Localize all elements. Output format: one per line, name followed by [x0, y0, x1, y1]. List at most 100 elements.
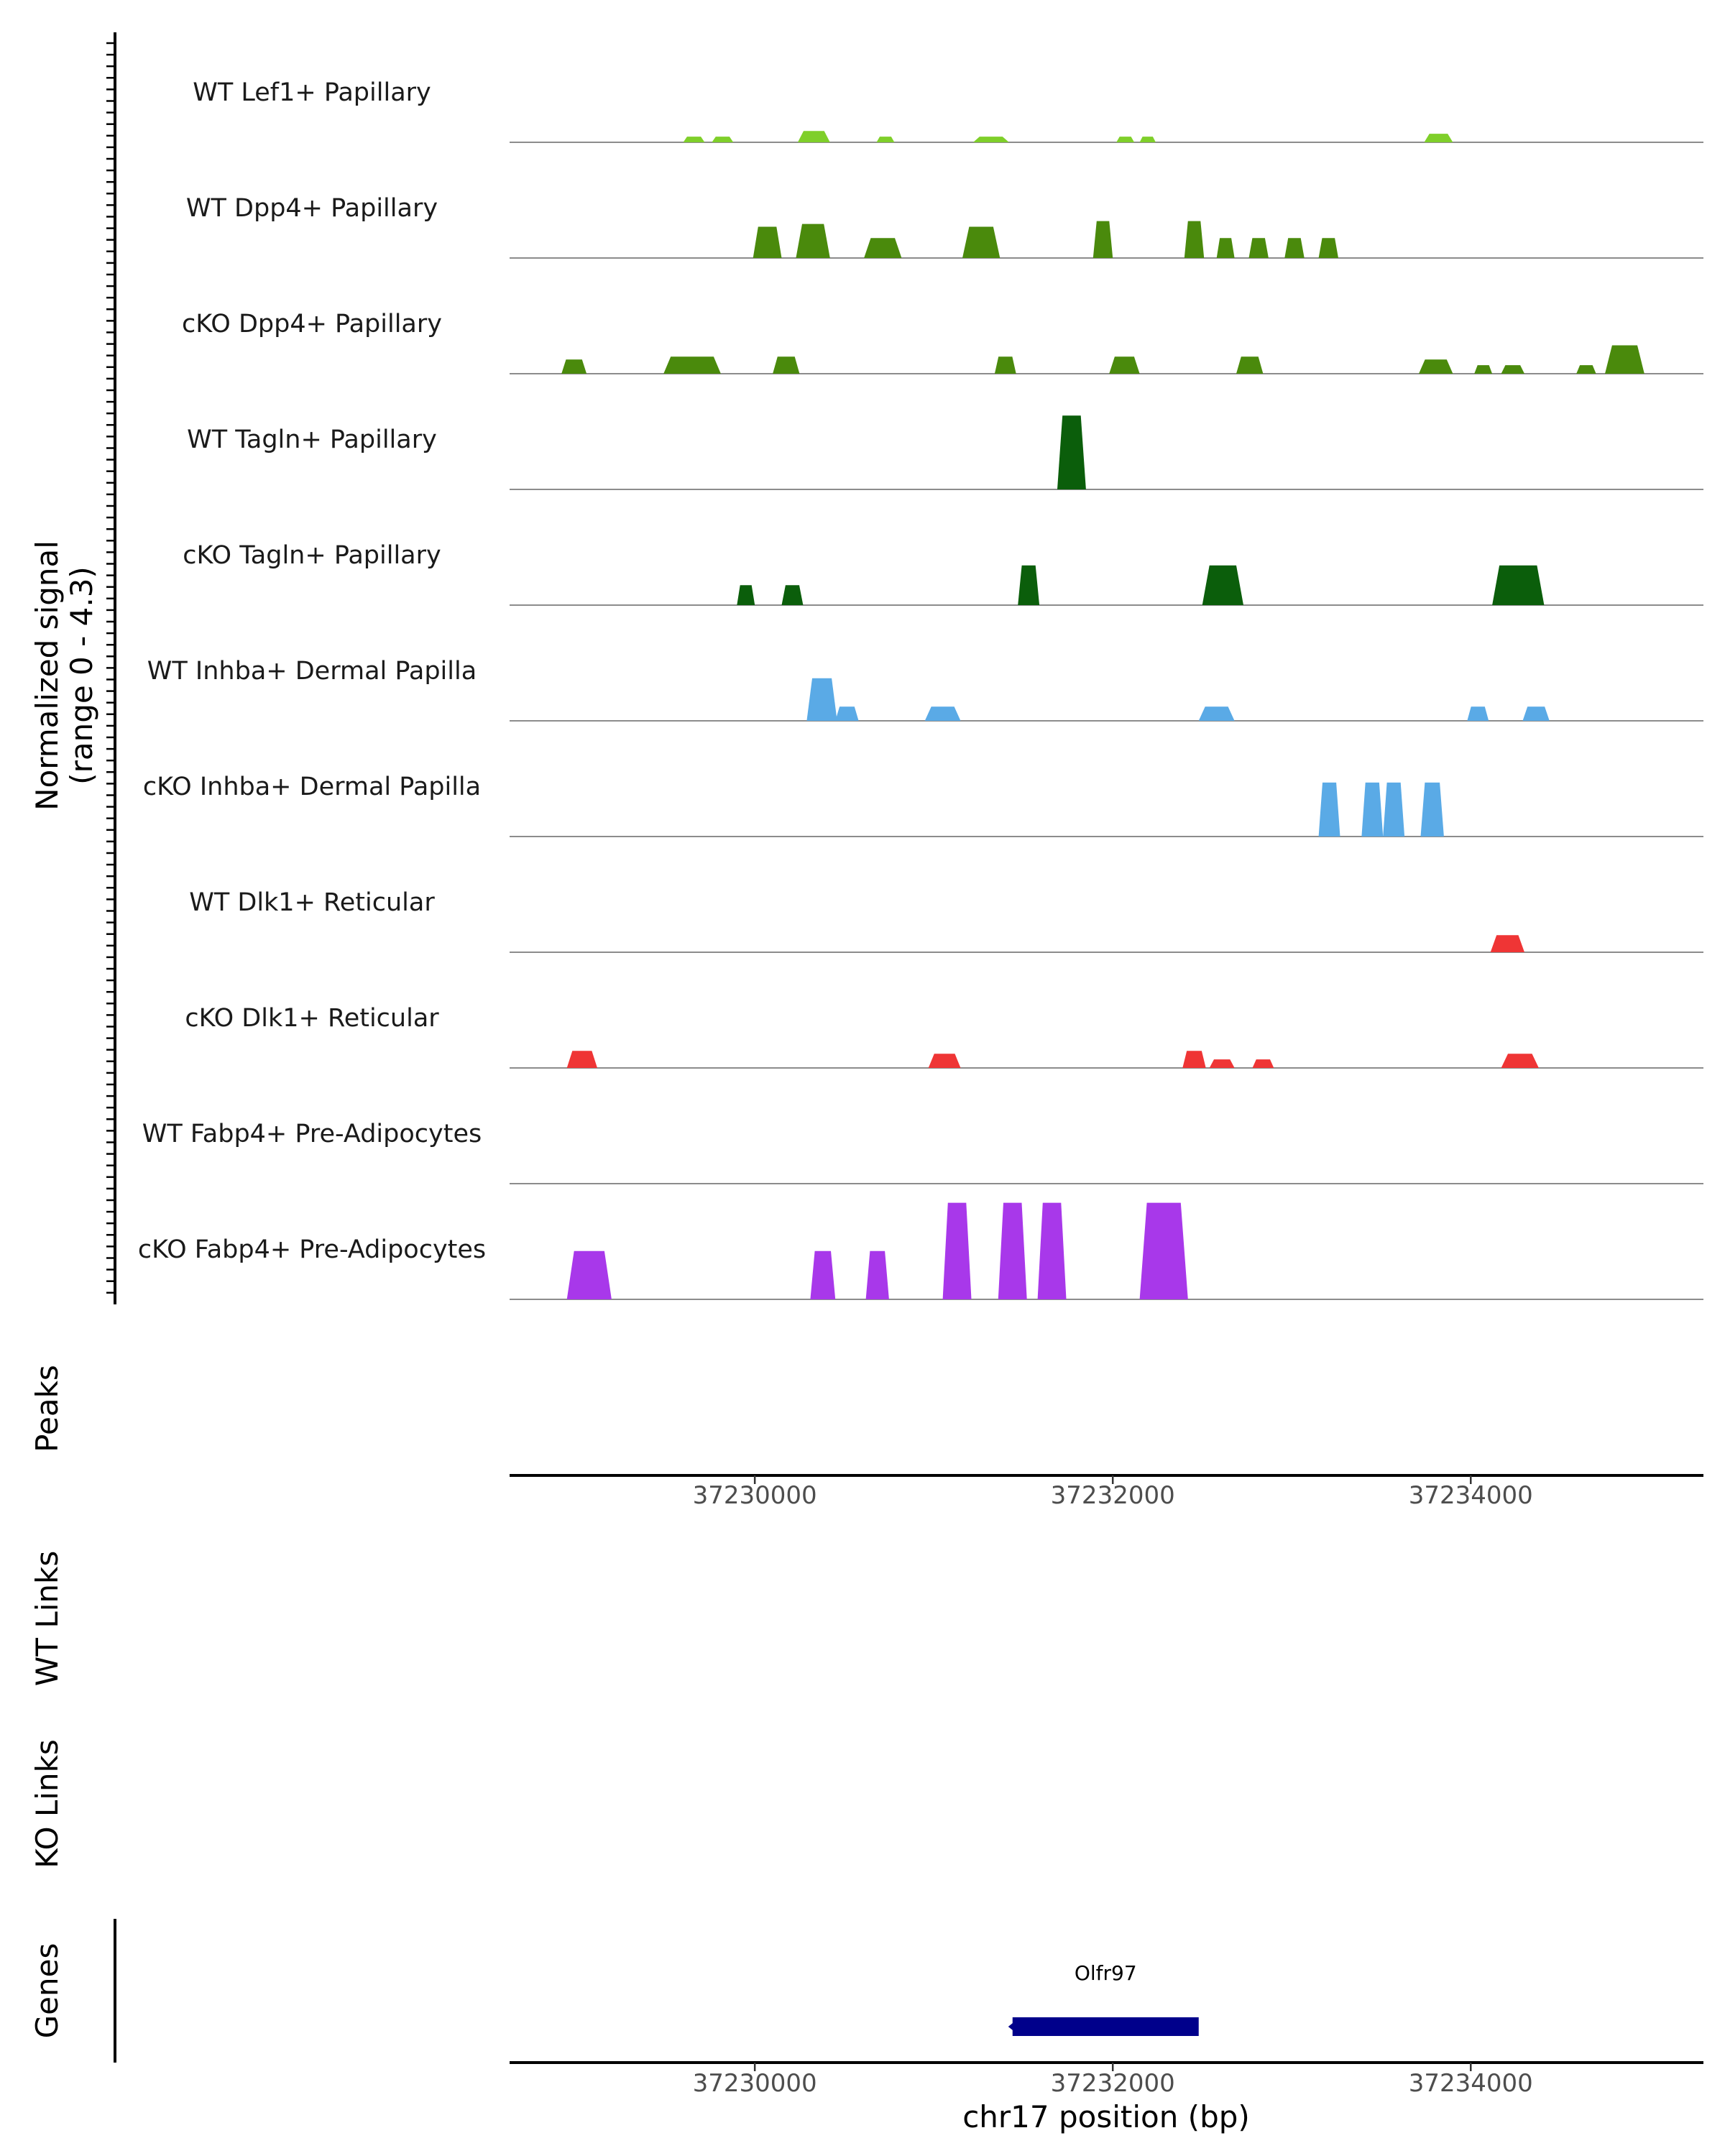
- signal-peak: [928, 1054, 961, 1068]
- signal-peak: [1216, 238, 1235, 258]
- signal-peak: [1420, 782, 1444, 837]
- signal-peak: [1501, 1054, 1539, 1068]
- x-axis-title: chr17 position (bp): [962, 2099, 1250, 2134]
- signal-peak: [962, 226, 1000, 258]
- signal-peak: [1424, 134, 1453, 142]
- y-axis-title-line-2: (range 0 - 4.3): [64, 566, 99, 785]
- track-label: WT Tagln+ Papillary: [187, 425, 437, 454]
- signal-peak: [876, 137, 895, 142]
- signal-peak: [924, 706, 961, 721]
- signal-peak: [712, 137, 734, 142]
- track-5: cKO Tagln+ Papillary: [183, 541, 1703, 606]
- signal-peak: [1139, 137, 1156, 142]
- signal-peak: [1037, 1202, 1067, 1299]
- signal-peak: [1361, 782, 1384, 837]
- signal-peak: [663, 356, 721, 374]
- gene-annotations: Olfr97: [1008, 1961, 1199, 2036]
- panel-label-peaks: Peaks: [29, 1365, 65, 1452]
- signal-peak: [1501, 365, 1524, 374]
- x-tick-label: 37232000: [1051, 1481, 1175, 1510]
- signal-peak: [1490, 935, 1524, 952]
- track-10: WT Fabp4+ Pre-Adipocytes: [142, 1120, 1703, 1184]
- coverage-tracks: WT Lef1+ Papillary WT Dpp4+ Papillary cKO …: [138, 78, 1703, 1300]
- signal-peak: [1252, 1059, 1274, 1068]
- signal-peak: [1522, 706, 1550, 721]
- signal-peak: [1109, 356, 1140, 374]
- track-1: WT Lef1+ Papillary: [193, 78, 1703, 143]
- signal-peak: [998, 1202, 1027, 1299]
- signal-peak: [1139, 1202, 1188, 1299]
- track-label: WT Dlk1+ Reticular: [189, 888, 435, 917]
- signal-peak: [1605, 345, 1644, 374]
- track-label: cKO Inhba+ Dermal Papilla: [143, 773, 481, 801]
- signal-peak: [1248, 238, 1269, 258]
- signal-peak: [994, 356, 1016, 374]
- signal-peak: [1116, 137, 1135, 142]
- signal-peak: [835, 706, 859, 721]
- track-9: cKO Dlk1+ Reticular: [185, 1004, 1703, 1069]
- gene-label: Olfr97: [1075, 1961, 1137, 1985]
- signal-peak: [1236, 356, 1264, 374]
- track-label: cKO Tagln+ Papillary: [183, 541, 441, 570]
- signal-peak: [753, 226, 782, 258]
- panel-label-ko-links: KO Links: [29, 1739, 65, 1869]
- signal-peak: [561, 359, 587, 374]
- panel-label-wt-links: WT Links: [29, 1551, 65, 1686]
- track-6: WT Inhba+ Dermal Papilla: [147, 657, 1703, 722]
- signal-peak: [683, 137, 705, 142]
- track-7: cKO Inhba+ Dermal Papilla: [143, 773, 1703, 837]
- signal-peak: [737, 585, 755, 605]
- signal-y-ticks: [106, 42, 115, 1294]
- track-label: cKO Dpp4+ Papillary: [182, 310, 442, 338]
- signal-peak: [1284, 238, 1305, 258]
- track-label: WT Fabp4+ Pre-Adipocytes: [142, 1120, 482, 1148]
- track-label: WT Lef1+ Papillary: [193, 78, 431, 107]
- signal-peak: [1492, 565, 1545, 605]
- signal-peak: [773, 356, 800, 374]
- signal-peak: [1202, 565, 1243, 605]
- signal-peak: [1576, 365, 1596, 374]
- signal-peak: [1318, 238, 1338, 258]
- signal-peak: [942, 1202, 972, 1299]
- track-11: cKO Fabp4+ Pre-Adipocytes: [138, 1202, 1703, 1300]
- genes-x-ticks: 37230000 37232000 37234000: [693, 2063, 1533, 2098]
- signal-peak: [1209, 1059, 1235, 1068]
- signal-peak: [796, 224, 830, 258]
- track-label: cKO Fabp4+ Pre-Adipocytes: [138, 1235, 486, 1264]
- signal-peak: [1474, 365, 1493, 374]
- signal-peak: [1419, 359, 1453, 374]
- x-tick-label: 37230000: [693, 2069, 817, 2098]
- gene-body: [1012, 2017, 1199, 2036]
- signal-peak: [566, 1250, 612, 1299]
- signal-peak: [806, 678, 837, 721]
- track-label: cKO Dlk1+ Reticular: [185, 1004, 439, 1033]
- x-tick-label: 37230000: [693, 1481, 817, 1510]
- signal-peak: [865, 1250, 889, 1299]
- gene-strand-arrow: [1008, 2021, 1016, 2032]
- x-tick-label: 37234000: [1409, 1481, 1533, 1510]
- signal-peak: [973, 137, 1009, 142]
- signal-peak: [1383, 782, 1405, 837]
- signal-peak: [1318, 782, 1340, 837]
- signal-peak: [810, 1250, 836, 1299]
- signal-peak: [1057, 415, 1086, 489]
- y-axis-title-line-1: Normalized signal: [29, 540, 65, 811]
- track-label: WT Dpp4+ Papillary: [186, 194, 438, 223]
- signal-peak: [1018, 565, 1040, 605]
- track-8: WT Dlk1+ Reticular: [189, 888, 1703, 953]
- peaks-x-ticks: 37230000 37232000 37234000: [693, 1475, 1533, 1510]
- signal-peak: [1182, 1051, 1206, 1068]
- signal-peak: [1467, 706, 1489, 721]
- signal-peak: [1184, 221, 1205, 258]
- signal-peak: [1092, 221, 1113, 258]
- signal-peak: [781, 585, 804, 605]
- signal-peak: [566, 1051, 597, 1068]
- x-tick-label: 37232000: [1051, 2069, 1175, 2098]
- signal-peak: [797, 131, 830, 142]
- panel-label-genes: Genes: [29, 1943, 65, 2039]
- signal-peak: [864, 238, 902, 258]
- x-tick-label: 37234000: [1409, 2069, 1533, 2098]
- track-4: WT Tagln+ Papillary: [187, 415, 1703, 490]
- signal-peak: [1198, 706, 1235, 721]
